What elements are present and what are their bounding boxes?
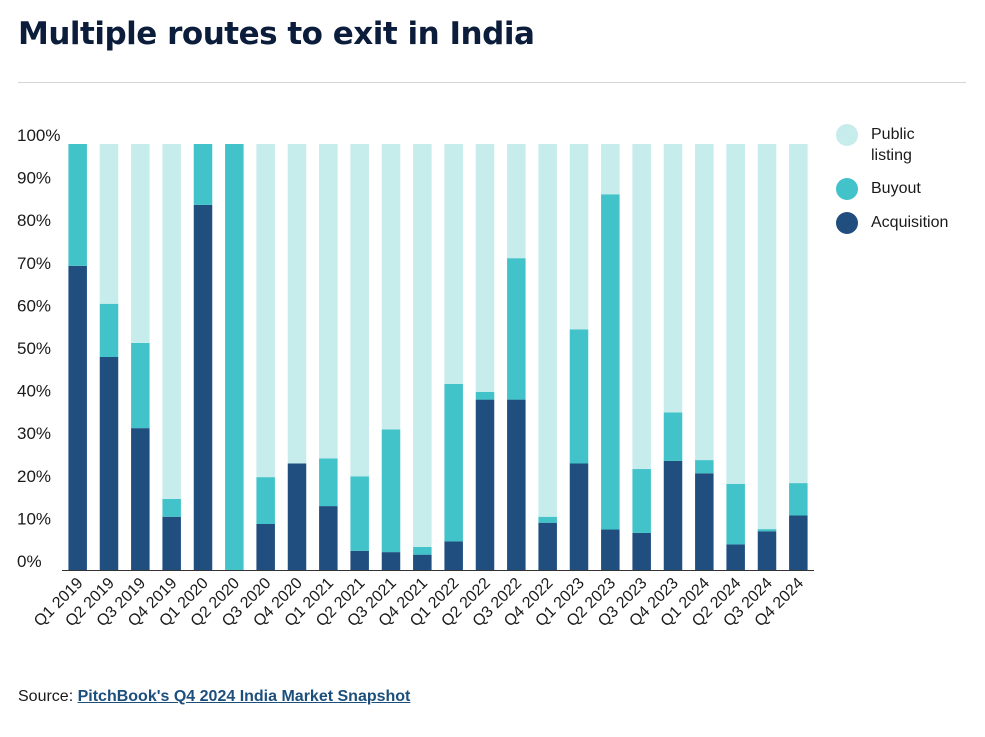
bar-public-listing	[601, 144, 620, 195]
bar-acquisition	[193, 204, 213, 571]
bar-public-listing	[287, 144, 307, 464]
bars	[68, 144, 808, 571]
title-divider	[18, 82, 966, 83]
bar-public-listing	[757, 144, 777, 530]
bar-acquisition	[601, 529, 620, 570]
bar-buyout	[413, 547, 432, 555]
bar-acquisition	[507, 399, 526, 570]
y-tick-label: 90%	[17, 169, 51, 188]
bar-buyout	[444, 383, 463, 542]
bar-public-listing	[99, 144, 119, 304]
y-tick-label: 0%	[17, 552, 42, 571]
bar-acquisition	[726, 544, 745, 570]
bar-acquisition	[162, 516, 181, 570]
y-tick-label: 30%	[17, 424, 51, 443]
chart-title: Multiple routes to exit in India	[18, 16, 535, 52]
bar-buyout	[695, 460, 714, 474]
source-note: Source: PitchBook's Q4 2024 India Market…	[18, 688, 410, 706]
legend-label-public-listing: Public listing	[871, 126, 915, 164]
bar-buyout	[225, 144, 244, 570]
bar-buyout	[757, 529, 777, 532]
bar-buyout	[256, 477, 275, 524]
bar-buyout	[68, 144, 87, 266]
bar-buyout	[193, 144, 213, 205]
legend: Public listing Buyout Acquisition	[836, 124, 951, 246]
y-tick-label: 40%	[17, 382, 51, 401]
legend-item-public-listing: Public listing	[836, 124, 951, 166]
bar-buyout	[538, 516, 557, 523]
bar-buyout	[726, 483, 745, 545]
bar-public-listing	[507, 144, 526, 259]
bar-buyout	[162, 498, 181, 517]
bar-public-listing	[444, 144, 463, 384]
bar-public-listing	[162, 144, 181, 499]
y-tick-label: 50%	[17, 339, 51, 358]
y-tick-label: 60%	[17, 296, 51, 315]
bar-acquisition	[789, 515, 808, 570]
source-prefix: Source:	[18, 688, 78, 705]
bar-acquisition	[569, 463, 589, 570]
bar-acquisition	[538, 522, 557, 570]
bar-public-listing	[632, 144, 651, 470]
bar-acquisition	[131, 428, 150, 570]
bar-acquisition	[475, 399, 495, 570]
bar-buyout	[601, 194, 620, 530]
bar-public-listing	[663, 144, 683, 413]
bar-acquisition	[350, 550, 369, 570]
bar-acquisition	[632, 532, 651, 570]
legend-swatch-acquisition	[836, 212, 858, 234]
bar-public-listing	[381, 144, 401, 430]
bar-buyout	[350, 476, 369, 551]
bar-buyout	[99, 303, 119, 357]
bar-buyout	[319, 458, 338, 507]
bar-acquisition	[663, 460, 683, 570]
bar-public-listing	[726, 144, 745, 484]
bar-acquisition	[413, 554, 432, 570]
bar-public-listing	[319, 144, 338, 459]
legend-label-buyout: Buyout	[871, 180, 921, 197]
y-tick-label: 10%	[17, 509, 51, 528]
bar-public-listing	[538, 144, 557, 517]
legend-item-acquisition: Acquisition	[836, 212, 951, 234]
legend-swatch-buyout	[836, 178, 858, 200]
bar-public-listing	[413, 144, 432, 547]
bar-acquisition	[68, 265, 87, 570]
bar-buyout	[131, 342, 150, 429]
bar-public-listing	[350, 144, 369, 477]
legend-label-acquisition: Acquisition	[871, 214, 949, 231]
y-tick-label: 80%	[17, 211, 51, 230]
source-link[interactable]: PitchBook's Q4 2024 India Market Snapsho…	[77, 688, 411, 705]
y-tick-label: 100%	[17, 126, 60, 145]
bar-acquisition	[256, 523, 275, 570]
bar-public-listing	[695, 144, 714, 461]
y-tick-label: 70%	[17, 254, 51, 273]
bar-public-listing	[569, 144, 589, 330]
y-tick-label: 20%	[17, 467, 51, 486]
bar-buyout	[632, 469, 651, 533]
bar-buyout	[569, 329, 589, 464]
bar-acquisition	[444, 541, 463, 570]
bar-public-listing	[256, 144, 275, 478]
legend-swatch-public-listing	[836, 124, 858, 146]
bar-public-listing	[475, 144, 495, 392]
bar-buyout	[475, 391, 495, 400]
bar-buyout	[663, 412, 683, 461]
bar-public-listing	[789, 144, 808, 484]
bar-acquisition	[287, 463, 307, 570]
bar-acquisition	[99, 357, 119, 570]
bar-buyout	[507, 258, 526, 400]
bar-buyout	[381, 429, 401, 553]
bar-buyout	[789, 483, 808, 516]
bar-acquisition	[757, 531, 777, 570]
legend-item-buyout: Buyout	[836, 178, 951, 200]
bar-acquisition	[695, 473, 714, 570]
y-axis: 0% 10% 20% 30% 40% 50% 60% 70% 80% 90% 100%	[17, 126, 60, 571]
bar-acquisition	[381, 552, 401, 570]
bar-public-listing	[131, 144, 150, 343]
bar-acquisition	[319, 506, 338, 570]
